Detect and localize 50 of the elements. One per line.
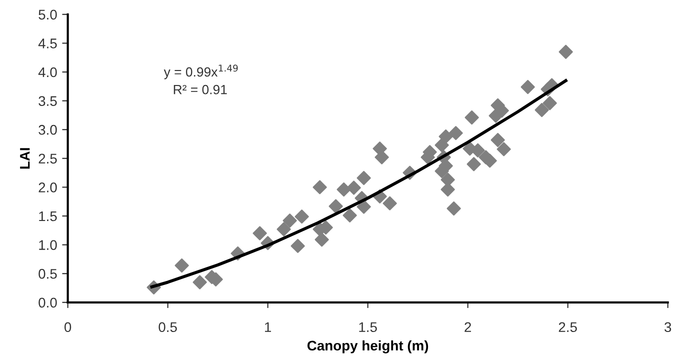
point	[356, 170, 371, 186]
x-tick-label: 0.5	[158, 322, 177, 332]
point	[438, 129, 453, 144]
y-tick-label: 1.5	[39, 211, 57, 222]
point	[312, 180, 327, 194]
y-tick-label: 4.0	[38, 67, 57, 78]
point	[252, 226, 267, 240]
point	[382, 196, 397, 210]
point	[356, 200, 371, 214]
point	[448, 126, 463, 140]
y-tick-label: 3.0	[38, 124, 57, 135]
point	[174, 258, 189, 273]
point	[290, 238, 305, 254]
x-axis-title: Canopy height (m)	[307, 340, 428, 354]
point	[490, 132, 505, 148]
point	[328, 199, 343, 214]
y-tick-label: 5.0	[38, 10, 57, 20]
point	[336, 182, 351, 197]
annotation: y = 0.99x$^{1.49}$	[164, 64, 238, 80]
point	[496, 142, 511, 156]
x-tick-label: 1	[265, 322, 271, 332]
point	[276, 222, 291, 236]
point	[342, 208, 357, 222]
y-tick-label: 0.5	[38, 268, 57, 279]
point	[314, 232, 329, 247]
x-tick-label: 0	[64, 322, 72, 332]
point	[192, 275, 207, 290]
x-tick-label: 2.5	[558, 322, 577, 332]
point	[374, 150, 389, 164]
point	[520, 80, 535, 94]
point	[534, 102, 549, 118]
point	[542, 96, 557, 110]
y-axis-title: LAI	[20, 148, 30, 169]
x-tick-label: 3	[664, 322, 672, 332]
y-tick-label: 0.0	[38, 298, 57, 308]
y-tick-label: 2.5	[38, 154, 57, 164]
point	[464, 110, 479, 125]
point	[558, 44, 573, 59]
point	[294, 210, 309, 224]
point	[282, 214, 297, 228]
annotation: R² = 0.91	[174, 84, 227, 94]
point	[346, 180, 361, 195]
y-tick-label: 1.0	[39, 240, 57, 250]
y-tick-label: 2.0	[38, 182, 57, 192]
point	[446, 201, 461, 216]
x-tick-label: 2	[464, 322, 471, 332]
point	[466, 157, 481, 172]
x-tick-label: 1.5	[359, 322, 377, 332]
y-tick-label: 3.5	[38, 96, 57, 106]
y-tick-label: 4.5	[38, 38, 57, 48]
